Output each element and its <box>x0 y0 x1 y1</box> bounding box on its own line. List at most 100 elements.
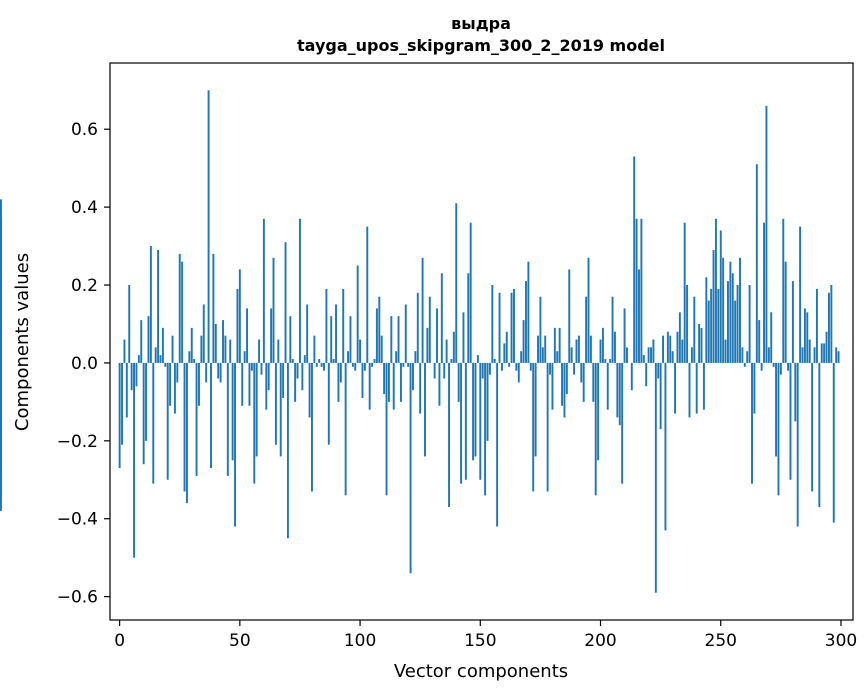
bar-27 <box>183 362 186 492</box>
bar-230 <box>671 351 674 363</box>
bar-96 <box>349 316 352 363</box>
bar-282 <box>796 362 799 527</box>
bar-141 <box>457 362 460 402</box>
bar-162 <box>508 362 511 367</box>
bar-0 <box>118 362 121 469</box>
bar-49 <box>236 288 239 363</box>
bar-189 <box>573 362 576 375</box>
bar-32 <box>195 362 198 476</box>
bar-46 <box>229 339 232 363</box>
bar-151 <box>481 362 484 379</box>
bar-67 <box>279 362 282 457</box>
bar-159 <box>500 362 503 371</box>
bar-256 <box>734 300 737 363</box>
bar-90 <box>335 304 337 363</box>
bar-260 <box>743 362 746 367</box>
bar-60 <box>262 218 265 363</box>
bar-268 <box>763 222 765 363</box>
bar-82 <box>315 362 318 367</box>
bar-204 <box>609 359 612 363</box>
bar-28 <box>185 362 188 504</box>
bar-177 <box>544 335 547 363</box>
bar-74 <box>296 362 299 379</box>
bar-63 <box>270 308 273 363</box>
x-tick-label: 250 <box>705 631 737 651</box>
bar-61 <box>265 362 268 410</box>
bar-14 <box>152 362 155 484</box>
x-tick-label: 200 <box>584 631 616 651</box>
bar-88 <box>330 316 333 363</box>
bar-85 <box>323 362 325 371</box>
bar-127 <box>424 362 426 457</box>
bar-101 <box>361 362 364 398</box>
bar-56 <box>253 362 256 484</box>
bar-134 <box>440 273 443 363</box>
bar-128 <box>426 327 429 363</box>
bar-54 <box>248 362 251 406</box>
bar-91 <box>337 362 340 402</box>
bar-251 <box>722 257 725 363</box>
bar-115 <box>395 351 398 363</box>
bar-65 <box>274 362 277 445</box>
bar-199 <box>597 362 600 461</box>
bar-35 <box>202 304 205 363</box>
bar-102 <box>363 362 366 371</box>
bar-275 <box>779 362 782 375</box>
bar-4 <box>128 285 131 363</box>
bar-64 <box>272 257 275 363</box>
bar-17 <box>159 355 162 363</box>
bar-295 <box>827 292 830 363</box>
bar-62 <box>267 362 270 391</box>
bar-16 <box>157 249 160 363</box>
bar-291 <box>818 362 821 508</box>
bar-278 <box>787 362 790 371</box>
bar-156 <box>493 359 496 363</box>
bar-185 <box>563 362 566 418</box>
bar-182 <box>556 351 559 363</box>
y-tick-label: −0.6 <box>57 588 98 608</box>
bar-168 <box>522 320 525 363</box>
bar-143 <box>462 312 465 363</box>
chart-subtitle: tayga_upos_skipgram_300_2_2019 model <box>297 36 665 55</box>
bar-271 <box>770 312 773 363</box>
bar-140 <box>455 203 458 363</box>
bar-38 <box>210 362 212 469</box>
bar-147 <box>472 362 475 461</box>
bar-21 <box>169 362 172 406</box>
bar-194 <box>585 296 588 363</box>
bar-87 <box>327 362 330 445</box>
bar-100 <box>359 339 362 363</box>
bar-214 <box>633 156 636 363</box>
bar-84 <box>320 362 323 367</box>
bar-273 <box>775 362 778 457</box>
bar-219 <box>645 362 648 387</box>
bar-6 <box>133 362 135 558</box>
bar-197 <box>592 362 595 402</box>
bar-236 <box>686 285 689 363</box>
bar-30 <box>190 327 193 363</box>
bar-254 <box>729 261 732 363</box>
bar-1 <box>121 362 123 445</box>
bar-79 <box>308 362 311 418</box>
y-tick-label: −0.4 <box>57 510 98 530</box>
bar-259 <box>741 347 744 363</box>
bar-180 <box>551 362 554 410</box>
bar-255 <box>731 273 734 363</box>
bar-125 <box>419 362 422 414</box>
bar-94 <box>344 362 347 496</box>
bar-47 <box>231 362 234 461</box>
bar-289 <box>813 347 816 363</box>
bar-70 <box>286 362 289 539</box>
bar-196 <box>589 335 592 363</box>
bar-284 <box>801 347 804 363</box>
bar-187 <box>568 269 571 363</box>
bar-297 <box>832 362 835 523</box>
bar-59 <box>260 362 263 375</box>
bar-13 <box>149 246 152 363</box>
bar-224 <box>657 362 660 379</box>
bar-166 <box>517 362 520 383</box>
bar-281 <box>794 362 797 422</box>
bar-52 <box>243 351 246 363</box>
bar-119 <box>404 304 407 363</box>
bar-9 <box>140 320 143 363</box>
